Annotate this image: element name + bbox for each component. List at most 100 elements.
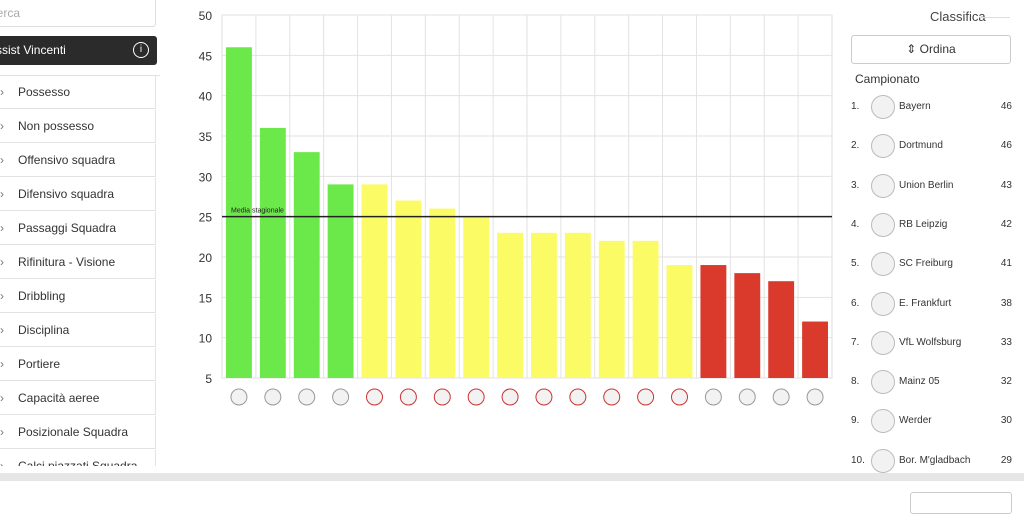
points: 42 (1000, 218, 1012, 230)
sort-button[interactable]: ⇕ Ordina (851, 35, 1011, 64)
team-logo (871, 291, 895, 316)
menu-item[interactable]: Posizionale Squadra (0, 416, 156, 449)
ranking-row: 9. Werder 30 (850, 409, 1015, 434)
bar (463, 216, 490, 378)
points: 32 (1000, 376, 1012, 388)
bar (700, 265, 727, 378)
bar (666, 265, 693, 378)
y-tick-label: 5 (205, 372, 212, 386)
bar (395, 200, 422, 378)
points: 41 (1000, 258, 1012, 270)
team-name: VfL Wolfsburg (899, 336, 962, 348)
team-logo (738, 388, 756, 406)
points: 38 (1000, 297, 1012, 309)
team-logo (264, 388, 282, 406)
footer-button[interactable] (910, 492, 1012, 514)
bar (734, 273, 761, 378)
team-logo (871, 95, 895, 119)
menu-item[interactable]: Passaggi Squadra (0, 212, 156, 245)
team-logo (772, 388, 790, 406)
chart: 5 10 15 20 25 30 35 40 45 50 Media stagionale (199, 9, 833, 406)
team-logo (298, 388, 316, 406)
points: 33 (1000, 336, 1012, 348)
team-logo (871, 252, 895, 277)
ranking-row: 6. E. Frankfurt 38 (850, 291, 1015, 316)
team-name: SC Freiburg (899, 258, 953, 270)
team-logo (569, 388, 587, 406)
y-tick-label: 25 (199, 211, 213, 225)
points: 46 (1000, 140, 1012, 152)
menu-item[interactable]: Capacità aeree (0, 382, 156, 415)
team-logo (399, 388, 417, 406)
y-tick-label: 20 (199, 251, 213, 265)
team-name: Union Berlin (899, 179, 954, 191)
rank: 1. (851, 101, 860, 112)
team-logo (535, 388, 553, 406)
menu-item[interactable]: Portiere (0, 348, 156, 381)
team-logo (467, 388, 485, 406)
bar (497, 232, 523, 378)
search-box[interactable]: Cerca (0, 0, 156, 27)
y-tick-label: 35 (199, 130, 213, 144)
team-logo (704, 388, 722, 406)
menu-item[interactable]: Offensivo squadra (0, 144, 156, 177)
menu-header-text: Assist Vincenti (0, 43, 66, 57)
rank: 6. (851, 297, 860, 309)
y-tick-label: 50 (199, 9, 213, 23)
rank: 2. (851, 140, 860, 152)
bar (429, 208, 456, 378)
team-name: RB Leipzig (899, 218, 948, 230)
menu-item[interactable]: Difensivo squadra (0, 178, 156, 211)
team-logo (871, 134, 895, 159)
bar (802, 321, 828, 378)
team-logo (332, 388, 350, 406)
rank: 3. (851, 179, 860, 191)
scrollbar-band (0, 473, 1024, 481)
divider (980, 17, 1010, 18)
team-name: Bayern (899, 101, 931, 112)
menu-item[interactable]: Non possesso (0, 110, 156, 143)
team-logo (671, 388, 688, 406)
points: 46 (1000, 101, 1012, 112)
team-logo (603, 388, 621, 406)
bar (598, 240, 625, 378)
bar (226, 47, 252, 379)
bar (293, 152, 320, 378)
rank: 5. (851, 258, 860, 270)
team-logo (871, 409, 895, 434)
team-logo (366, 388, 383, 406)
bar (327, 184, 354, 378)
ranking-row: 3. Union Berlin 43 (850, 173, 1015, 198)
bar (531, 232, 557, 378)
points: 43 (1000, 179, 1012, 191)
team-name: Werder (899, 415, 932, 427)
team-logo (871, 448, 895, 473)
menu-item[interactable]: Dribbling (0, 280, 156, 313)
points: 30 (1000, 415, 1012, 427)
y-tick-label: 10 (199, 332, 213, 346)
team-name: Bor. M'gladbach (899, 454, 971, 466)
menu-item[interactable]: Calci piazzati Squadra (0, 450, 156, 466)
bar (361, 184, 388, 378)
sort-button-text: Ordina (919, 42, 956, 56)
team-logo (871, 173, 895, 198)
team-logo (871, 212, 895, 237)
team-name: Mainz 05 (899, 376, 940, 388)
team-name: E. Frankfurt (899, 297, 952, 309)
ranking-title: Classifica (930, 9, 986, 24)
menu-item[interactable]: Possesso (0, 76, 156, 109)
rank: 7. (851, 336, 860, 348)
team-logo (637, 388, 655, 406)
team-logo (871, 330, 895, 355)
rank: 10. (851, 454, 865, 466)
ranking-row: 4. RB Leipzig 42 (850, 212, 1015, 237)
rank: 4. (851, 218, 860, 230)
bar (768, 281, 795, 378)
ranking-row: 5. SC Freiburg 41 (850, 252, 1015, 277)
menu-item[interactable]: Disciplina (0, 314, 156, 347)
points: 29 (1000, 454, 1012, 466)
menu-item[interactable]: Rifinitura - Visione (0, 246, 156, 279)
bar (259, 127, 286, 378)
